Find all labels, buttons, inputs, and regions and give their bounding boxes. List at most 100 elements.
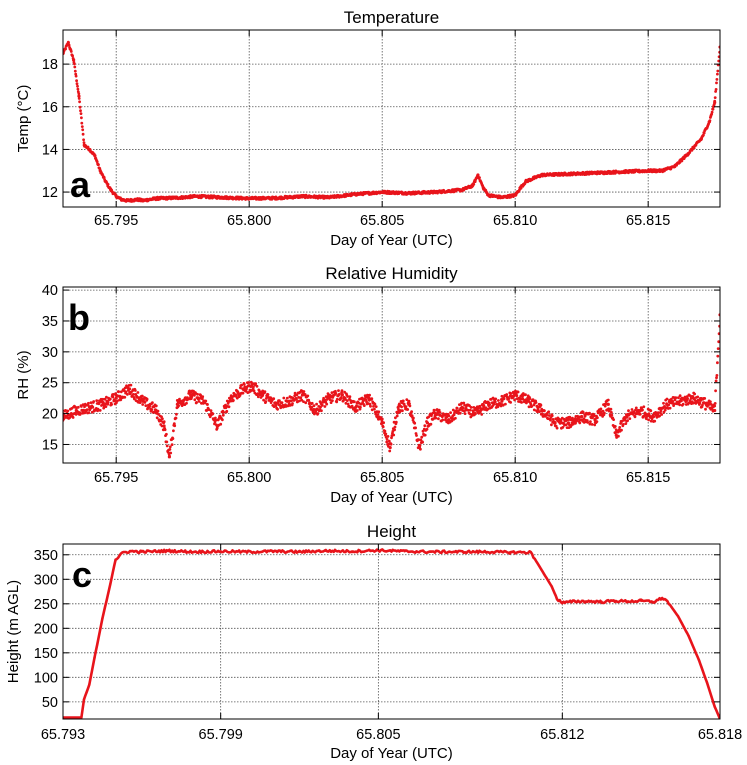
data-point	[225, 409, 229, 413]
x-tick-label: 65.800	[227, 470, 271, 486]
data-point	[486, 193, 491, 197]
data-point	[587, 600, 590, 603]
data-point	[441, 418, 445, 422]
data-point	[325, 402, 329, 406]
data-point	[421, 440, 424, 444]
data-point	[260, 393, 265, 397]
y-tick-label: 16	[42, 100, 58, 116]
data-point	[573, 417, 577, 421]
data-point	[665, 397, 669, 401]
data-point	[455, 406, 459, 410]
data-point	[306, 394, 310, 398]
data-point	[214, 416, 217, 420]
data-point	[709, 400, 712, 404]
data-point	[630, 408, 634, 411]
x-tick-label: 65.815	[626, 470, 670, 486]
data-point	[451, 408, 455, 412]
data-point	[604, 402, 608, 406]
data-point	[659, 169, 664, 173]
data-point	[540, 408, 544, 413]
data-point	[312, 404, 316, 408]
data-point	[87, 405, 92, 410]
data-point	[73, 65, 77, 69]
data-point	[716, 354, 720, 358]
data-point	[613, 599, 617, 603]
data-point	[462, 401, 466, 405]
data-point	[101, 402, 105, 406]
data-point	[603, 411, 606, 415]
data-point	[697, 398, 700, 402]
data-point	[638, 412, 642, 416]
x-tick-label: 65.805	[356, 727, 400, 743]
data-point	[646, 169, 650, 173]
data-point	[469, 406, 473, 409]
data-point	[583, 414, 587, 418]
data-point	[346, 402, 350, 406]
data-point	[401, 409, 404, 413]
data-point	[109, 188, 113, 192]
data-point	[161, 417, 164, 421]
data-point	[529, 402, 533, 406]
data-point	[592, 414, 596, 417]
data-point	[410, 410, 413, 414]
data-point	[76, 405, 80, 409]
data-point	[574, 421, 577, 425]
data-point	[626, 419, 629, 422]
data-point	[438, 411, 442, 414]
data-point	[610, 413, 614, 417]
data-point	[87, 411, 91, 415]
data-point	[463, 412, 467, 415]
data-point	[501, 403, 505, 407]
y-tick-label: 14	[42, 142, 58, 158]
data-point	[550, 585, 554, 588]
data-point	[122, 551, 125, 554]
data-point	[81, 128, 85, 132]
data-point	[247, 196, 251, 201]
data-point	[485, 191, 489, 195]
data-point	[627, 409, 630, 413]
data-point	[247, 381, 251, 384]
data-point	[662, 410, 666, 414]
data-point	[696, 395, 700, 399]
data-point	[702, 133, 705, 137]
data-point	[380, 190, 384, 194]
data-point	[549, 418, 552, 422]
data-point	[74, 408, 78, 413]
data-point	[74, 413, 78, 416]
data-point	[372, 405, 375, 408]
data-point	[353, 192, 358, 196]
data-point	[555, 597, 559, 601]
data-point	[67, 43, 71, 47]
data-point	[562, 421, 565, 425]
data-point	[538, 410, 541, 413]
x-axis-label: Day of Year (UTC)	[330, 489, 453, 506]
data-point	[73, 69, 77, 73]
data-point	[715, 78, 719, 81]
data-point	[219, 422, 223, 426]
panel-letter: b	[68, 297, 90, 338]
chart-title: Height	[367, 522, 416, 541]
data-point	[386, 435, 390, 438]
data-point	[380, 417, 384, 421]
data-point	[699, 399, 703, 402]
data-point	[578, 421, 582, 425]
y-tick-label: 35	[42, 314, 58, 330]
data-point	[136, 391, 140, 394]
y-tick-label: 40	[42, 283, 58, 299]
data-point	[81, 403, 85, 406]
data-point	[310, 401, 314, 405]
data-point	[590, 423, 594, 426]
data-point	[473, 411, 477, 416]
data-point	[298, 399, 301, 403]
data-point	[713, 100, 717, 105]
data-point	[219, 550, 222, 553]
data-point	[713, 705, 716, 708]
data-point	[154, 408, 158, 413]
y-tick-label: 30	[42, 345, 58, 361]
x-tick-label: 65.795	[94, 470, 138, 486]
data-point	[613, 425, 617, 428]
data-point	[449, 411, 452, 414]
data-point	[282, 396, 286, 400]
data-point	[245, 550, 249, 554]
temperature-panel: 65.795 65.800 65.805 65.810 65.815 12 14 16 18 Te…	[15, 8, 721, 249]
